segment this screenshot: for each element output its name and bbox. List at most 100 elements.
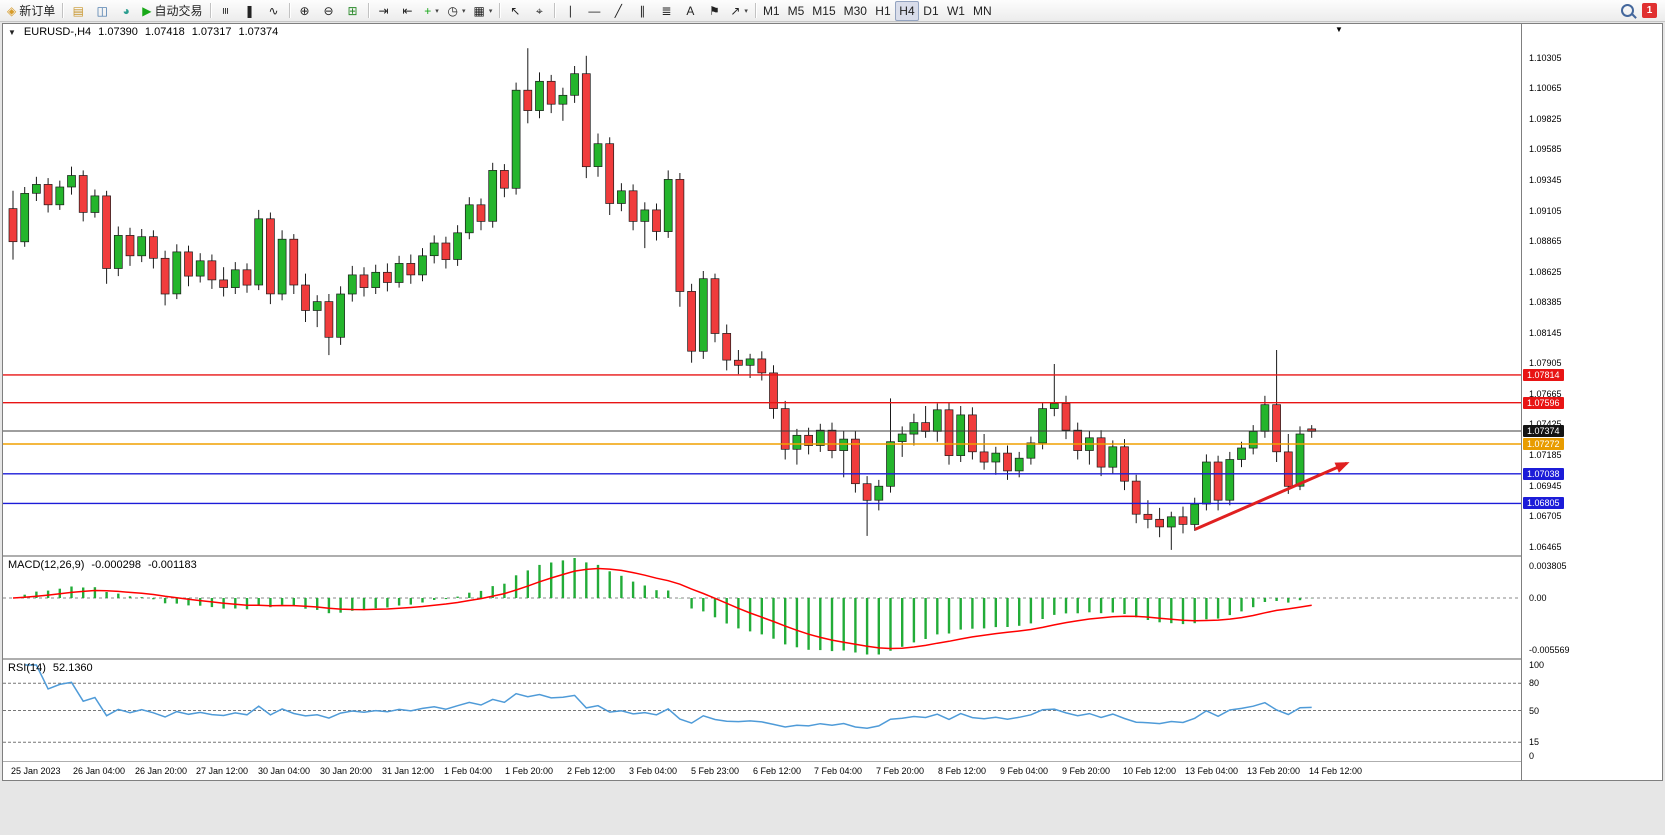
tf-button-M30[interactable]: M30 xyxy=(843,3,867,18)
horizontal-line-button[interactable]: ― xyxy=(582,1,606,21)
zoom-in-button[interactable]: ⊕ xyxy=(293,1,317,21)
time-axis-label: 26 Jan 20:00 xyxy=(135,766,188,776)
tf-button-MN[interactable]: MN xyxy=(972,3,992,18)
price-scale[interactable]: 1.10305 1.10065 1.09825 1.09585 1.09345 1.091… xyxy=(1521,24,1661,780)
fibonacci-icon: ≣ xyxy=(661,3,672,18)
market-watch-button[interactable]: ▤ xyxy=(66,1,90,21)
tile-windows-button[interactable]: ⊞ xyxy=(341,1,365,21)
label-button[interactable]: ⚑ xyxy=(702,1,726,21)
timeframe-group: M1 M5 M15 M30 H1 H4 D1 W1 MN xyxy=(759,0,996,21)
price-axis-label: 1.06705 xyxy=(1529,511,1562,521)
time-axis-label: 1 Feb 04:00 xyxy=(444,766,493,776)
toolbar-separator xyxy=(367,3,369,18)
chart-shift-button[interactable]: ⇤ xyxy=(396,1,420,21)
time-axis-label: 3 Feb 04:00 xyxy=(629,766,678,776)
text-icon: A xyxy=(686,3,695,18)
level-price-badge: 1.07038 xyxy=(1523,468,1564,480)
tf-button-H4[interactable]: H4 xyxy=(894,0,919,21)
notification-badge[interactable]: 1 xyxy=(1642,3,1657,18)
trendline-icon: ╱ xyxy=(614,3,622,18)
main-toolbar: ◈ 新订单 ▤ ◫ ◕ ▶ 自动交易 ≡ ❚ ∿ ⊕ ⊖ ⊞ ⇥ ⇤ + ▾ ◷ ▾ ▦ ▾ ↖ ⌖ ∣ ― ╱ ∥ ≣ A ⚑ ↗ ▾ M1… xyxy=(0,0,1665,22)
rsi-axis-label: 15 xyxy=(1529,737,1540,747)
time-axis-label: 5 Feb 23:00 xyxy=(691,766,740,776)
panel-separator xyxy=(3,761,1660,762)
scroll-to-end-marker-icon[interactable]: ▼ xyxy=(1335,25,1343,34)
chart-high-value: 1.07418 xyxy=(144,26,185,38)
price-axis-label: 1.07185 xyxy=(1529,450,1562,460)
macd-axis-label: 0.00 xyxy=(1529,593,1547,603)
zoom-out-button[interactable]: ⊖ xyxy=(317,1,341,21)
macd-panel: MACD(12,26,9) -0.000298 -0.001183 xyxy=(3,557,1522,658)
candlestick-chart-button[interactable]: ❚ xyxy=(238,1,262,21)
bar-chart-button[interactable]: ≡ xyxy=(214,1,238,21)
time-axis-label: 6 Feb 12:00 xyxy=(753,766,802,776)
rsi-canvas[interactable] xyxy=(3,660,1522,761)
price-axis-label: 1.10065 xyxy=(1529,83,1562,93)
navigator-button[interactable]: ◕ xyxy=(114,1,138,21)
trendline-button[interactable]: ╱ xyxy=(606,1,630,21)
level-price-badge: 1.06805 xyxy=(1523,497,1564,509)
price-axis-label: 1.06465 xyxy=(1529,542,1562,552)
main-chart-panel: ▼ EURUSD-,H4 1.07390 1.07418 1.07317 1.0… xyxy=(3,24,1522,555)
price-axis-label: 1.08625 xyxy=(1529,267,1562,277)
auto-trading-button[interactable]: ▶ 自动交易 xyxy=(138,1,206,21)
time-axis-label: 9 Feb 20:00 xyxy=(1062,766,1111,776)
time-axis-label: 9 Feb 04:00 xyxy=(1000,766,1049,776)
tf-button-M15[interactable]: M15 xyxy=(812,3,836,18)
search-icon[interactable] xyxy=(1621,4,1634,17)
line-chart-button[interactable]: ∿ xyxy=(262,1,286,21)
chart-open-value: 1.07390 xyxy=(98,26,138,38)
bar-chart-icon: ≡ xyxy=(218,6,233,15)
chevron-down-icon: ▾ xyxy=(744,7,748,15)
auto-scroll-icon: ⇥ xyxy=(378,3,389,18)
auto-trading-button-label: 自动交易 xyxy=(154,4,203,18)
text-button[interactable]: A xyxy=(678,1,702,21)
periods-button[interactable]: ◷ ▾ xyxy=(444,1,470,21)
data-window-button[interactable]: ◫ xyxy=(90,1,114,21)
indicators-button[interactable]: + ▾ xyxy=(420,1,444,21)
time-axis[interactable]: 25 Jan 2023 26 Jan 04:00 26 Jan 20:00 27 Ja… xyxy=(3,762,1522,780)
rsi-header: RSI(14) 52.1360 xyxy=(8,662,93,674)
crosshair-button[interactable]: ⌖ xyxy=(527,1,551,21)
time-axis-label: 7 Feb 04:00 xyxy=(814,766,863,776)
fibonacci-button[interactable]: ≣ xyxy=(654,1,678,21)
arrows-button[interactable]: ↗ ▾ xyxy=(726,1,752,21)
chevron-down-icon: ▾ xyxy=(488,7,493,15)
templates-button[interactable]: ▦ ▾ xyxy=(470,1,497,21)
price-axis-label: 1.07425 xyxy=(1529,419,1562,429)
bid-price-badge: 1.07374 xyxy=(1523,425,1564,437)
time-axis-label: 2 Feb 12:00 xyxy=(567,766,616,776)
macd-axis-label: -0.005569 xyxy=(1529,645,1570,655)
tf-button-D1[interactable]: D1 xyxy=(923,3,939,18)
vertical-line-icon: ∣ xyxy=(567,3,574,18)
vertical-line-button[interactable]: ∣ xyxy=(558,1,582,21)
chart-close-value: 1.07374 xyxy=(238,26,279,38)
rsi-value: 52.1360 xyxy=(52,662,93,674)
arrows-icon: ↗ xyxy=(730,3,741,18)
panel-separator[interactable] xyxy=(3,658,1660,660)
crosshair-icon: ⌖ xyxy=(535,3,543,18)
tf-button-W1[interactable]: W1 xyxy=(946,3,965,18)
time-axis-label: 10 Feb 12:00 xyxy=(1123,766,1177,776)
cursor-button[interactable]: ↖ xyxy=(503,1,527,21)
tf-button-H1[interactable]: H1 xyxy=(875,3,891,18)
time-axis-label: 13 Feb 04:00 xyxy=(1185,766,1239,776)
data-window-icon: ◫ xyxy=(96,3,108,18)
horizontal-line-icon: ― xyxy=(588,3,601,18)
channel-button[interactable]: ∥ xyxy=(630,1,654,21)
level-price-badge: 1.07814 xyxy=(1523,369,1564,381)
new-order-button[interactable]: ◈ 新订单 xyxy=(3,1,59,21)
price-chart-canvas[interactable] xyxy=(3,24,1522,555)
panel-separator[interactable] xyxy=(3,555,1660,557)
time-axis-label: 8 Feb 12:00 xyxy=(938,766,987,776)
chart-shift-icon: ⇤ xyxy=(402,3,413,18)
zoom-in-icon: ⊕ xyxy=(299,3,310,18)
level-price-badge: 1.07596 xyxy=(1523,397,1564,409)
auto-scroll-button[interactable]: ⇥ xyxy=(372,1,396,21)
tf-button-M1[interactable]: M1 xyxy=(762,3,780,18)
tf-button-M5[interactable]: M5 xyxy=(787,3,805,18)
toolbar-right-area: 1 xyxy=(1621,3,1662,18)
one-click-trading-expander-icon[interactable]: ▼ xyxy=(8,27,16,37)
macd-canvas[interactable] xyxy=(3,557,1522,658)
toolbar-separator xyxy=(554,3,556,18)
